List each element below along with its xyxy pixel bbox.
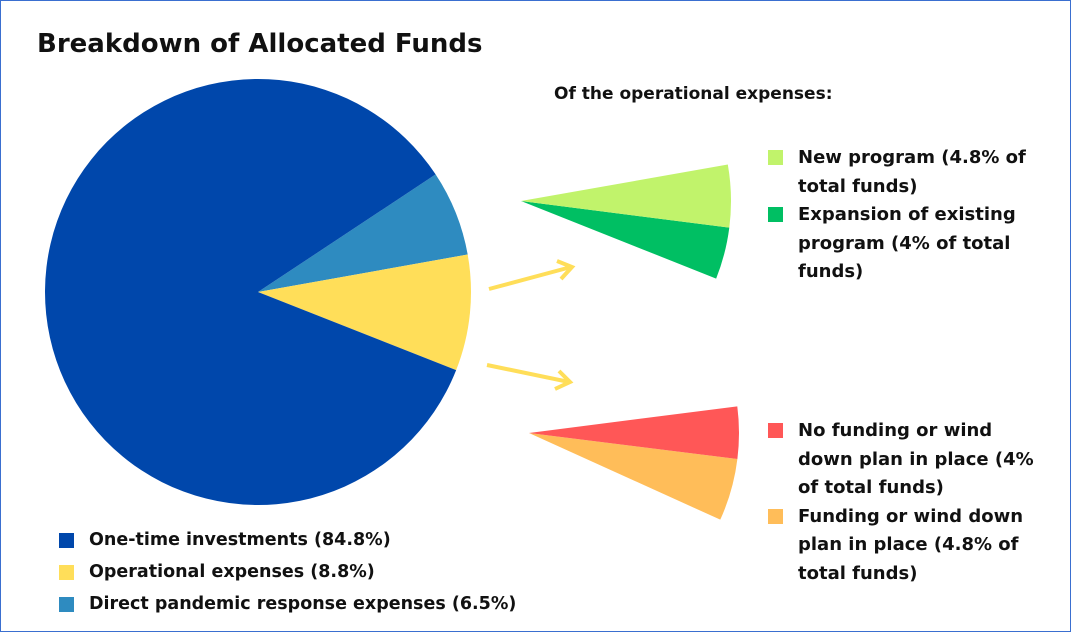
- legend-label: New program (4.8% of total funds): [798, 147, 1026, 197]
- pie-slice: [258, 254, 471, 371]
- legend-label: No funding or wind down plan in place (4…: [798, 420, 1034, 498]
- chart-title: Breakdown of Allocated Funds: [37, 29, 483, 59]
- legend: No funding or wind down plan in place (4…: [768, 417, 1038, 588]
- legend-label: Expansion of existing program (4% of tot…: [798, 204, 1016, 282]
- legend-item: Funding or wind down plan in place (4.8%…: [768, 503, 1038, 589]
- legend-item: No funding or wind down plan in place (4…: [768, 417, 1038, 503]
- pie-slice: [529, 433, 738, 520]
- legend-swatch: [768, 207, 783, 222]
- arrow-head: [556, 259, 576, 281]
- legend-label: Funding or wind down plan in place (4.8%…: [798, 505, 1024, 584]
- legend-swatch: [768, 150, 783, 165]
- legend: One-time investments (84.8%) Operational …: [59, 529, 516, 625]
- legend-item: Operational expenses (8.8%): [59, 561, 516, 593]
- arrow: [488, 265, 572, 291]
- legend-label: Direct pandemic response expenses (6.5%): [89, 594, 517, 614]
- legend-item: New program (4.8% of total funds): [768, 144, 1038, 201]
- legend-swatch: [768, 508, 783, 524]
- legend-label: Operational expenses (8.8%): [89, 562, 375, 582]
- legend-item: One-time investments (84.8%): [59, 529, 516, 561]
- legend-label: One-time investments (84.8%): [89, 530, 391, 550]
- arrow: [486, 363, 570, 384]
- pie-slice: [529, 406, 740, 459]
- legend-swatch: [59, 597, 74, 612]
- pie-slice: [45, 78, 457, 506]
- pie-slice: [521, 164, 731, 228]
- chart-subtitle: Of the operational expenses:: [554, 84, 833, 104]
- legend-item: Direct pandemic response expenses (6.5%): [59, 593, 516, 625]
- legend-swatch: [768, 423, 783, 438]
- pie-slice: [258, 174, 468, 292]
- legend: New program (4.8% of total funds) Expansi…: [768, 144, 1038, 287]
- legend-item: Expansion of existing program (4% of tot…: [768, 201, 1038, 287]
- pie-slice: [521, 201, 730, 279]
- legend-swatch: [59, 565, 74, 580]
- arrow-head: [554, 369, 574, 391]
- legend-swatch: [59, 533, 74, 548]
